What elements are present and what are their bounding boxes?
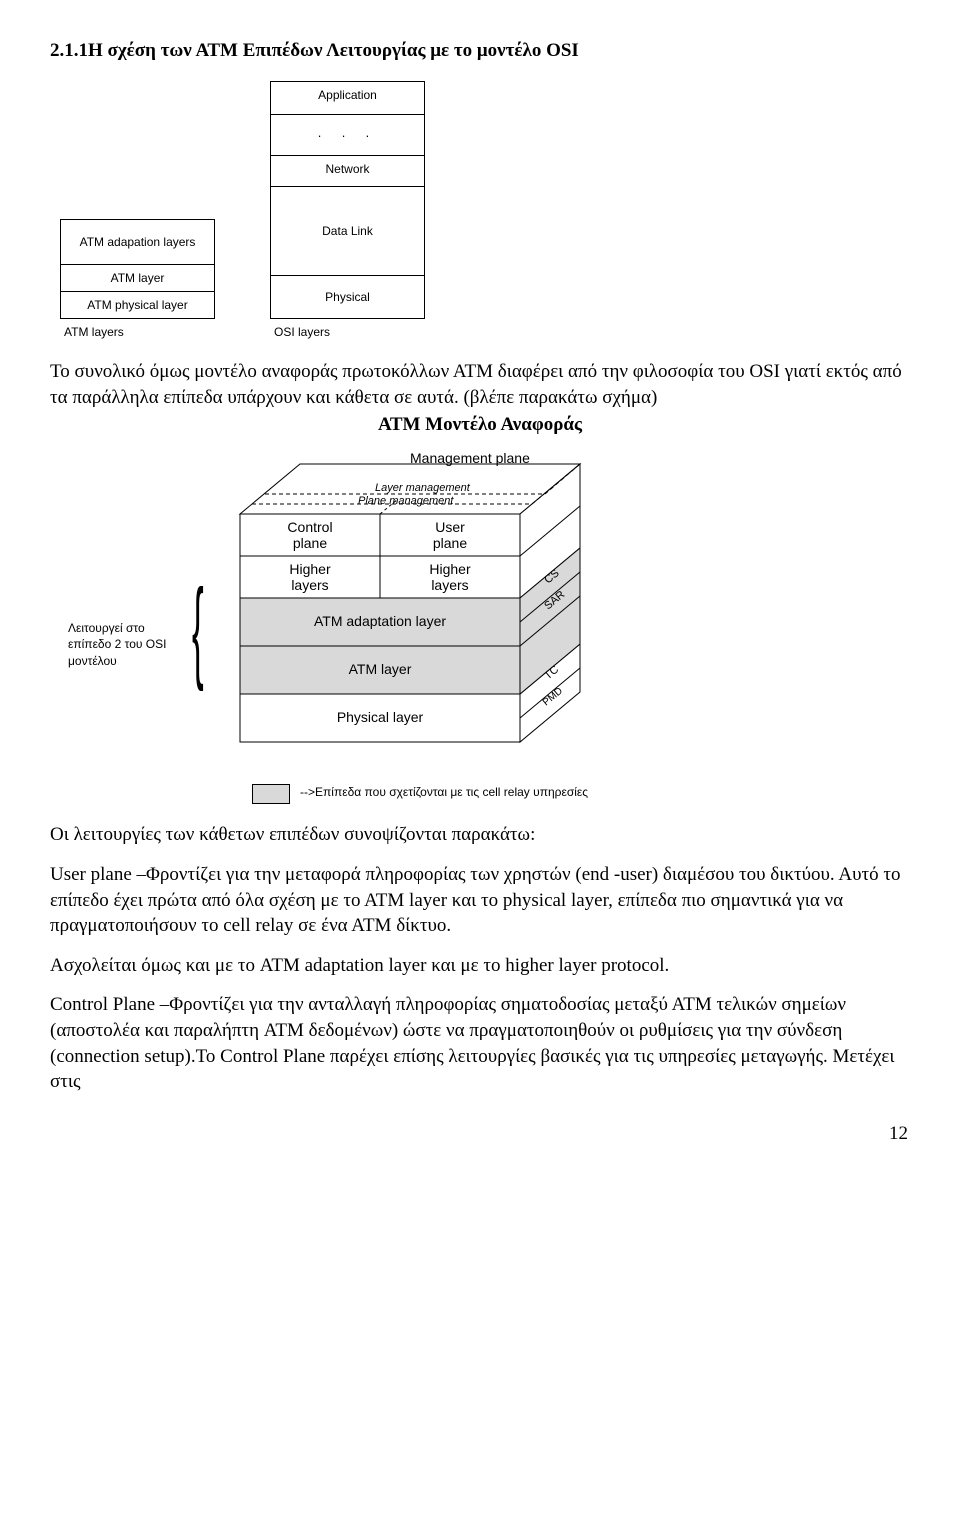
fig2-legend: -->Επίπεδα που σχετίζονται με τις cell r…	[252, 784, 910, 804]
fig2-aal: ATM adaptation layer	[314, 613, 446, 629]
fig1-osi-row-1: · · ·	[270, 114, 425, 156]
fig2-user-plane-l1: User	[435, 519, 465, 535]
paragraph-2c: Ασχολείται όμως και με το ATM adaptation…	[50, 953, 910, 979]
fig2-side-l2: επίπεδο 2 του OSI	[68, 637, 166, 651]
legend-swatch-icon	[252, 784, 290, 804]
fig1-atm-caption: ATM layers	[60, 325, 215, 339]
fig1-atm-column: ATM adapation layers ATM layer ATM physi…	[60, 220, 215, 339]
fig1-osi-caption: OSI layers	[270, 325, 425, 339]
fig1-osi-row-2: Network	[270, 155, 425, 187]
fig2-side-l3: μοντέλου	[68, 654, 117, 668]
fig2-atm-reference-model: Λειτουργεί στο επίπεδο 2 του OSI μοντέλο…	[90, 444, 690, 774]
fig1-atm-row-0: ATM adapation layers	[60, 219, 215, 265]
subheading-atm-model: ΑΤΜ Μοντέλο Αναφοράς	[50, 414, 910, 436]
fig2-control-plane-l2: plane	[293, 535, 327, 551]
fig2-side-label: Λειτουργεί στο επίπεδο 2 του OSI μοντέλο…	[68, 620, 198, 669]
fig1-osi-row-0: Application	[270, 81, 425, 115]
curly-brace-icon: {	[192, 573, 204, 685]
fig1-atm-osi-layers: ATM adapation layers ATM layer ATM physi…	[60, 82, 910, 339]
paragraph-2d: Control Plane –Φροντίζει για την ανταλλα…	[50, 992, 910, 1095]
fig2-phys: Physical layer	[337, 709, 424, 725]
fig2-atm: ATM layer	[349, 661, 412, 677]
paragraph-1: Το συνολικό όμως μοντέλο αναφοράς πρωτοκ…	[50, 359, 910, 410]
fig1-osi-row-4: Physical	[270, 275, 425, 319]
fig2-higher-a-l1: Higher	[289, 561, 331, 577]
fig1-osi-row-3: Data Link	[270, 186, 425, 276]
paragraph-2b: User plane –Φροντίζει για την μεταφορά π…	[50, 862, 910, 939]
page-number: 12	[50, 1123, 910, 1145]
fig2-higher-b-l1: Higher	[429, 561, 471, 577]
fig1-osi-column: Application · · · Network Data Link Phys…	[270, 82, 425, 339]
fig2-user-plane-l2: plane	[433, 535, 467, 551]
fig1-atm-row-2: ATM physical layer	[60, 291, 215, 319]
fig2-management-plane: Management plane	[410, 450, 530, 466]
section-heading: 2.1.1Η σχέση των ΑΤΜ Επιπέδων Λειτουργία…	[50, 40, 910, 62]
fig1-atm-row-1: ATM layer	[60, 264, 215, 292]
fig2-legend-text: -->Επίπεδα που σχετίζονται με τις cell r…	[300, 784, 588, 800]
fig2-plane-mgmt: Plane management	[358, 495, 454, 507]
fig2-higher-a-l2: layers	[291, 577, 328, 593]
fig2-higher-b-l2: layers	[431, 577, 468, 593]
fig2-side-l1: Λειτουργεί στο	[68, 621, 145, 635]
paragraph-2a: Οι λειτουργίες των κάθετων επιπέδων συνο…	[50, 822, 910, 848]
fig2-layer-mgmt: Layer management	[375, 482, 471, 494]
fig2-control-plane-l1: Control	[287, 519, 332, 535]
